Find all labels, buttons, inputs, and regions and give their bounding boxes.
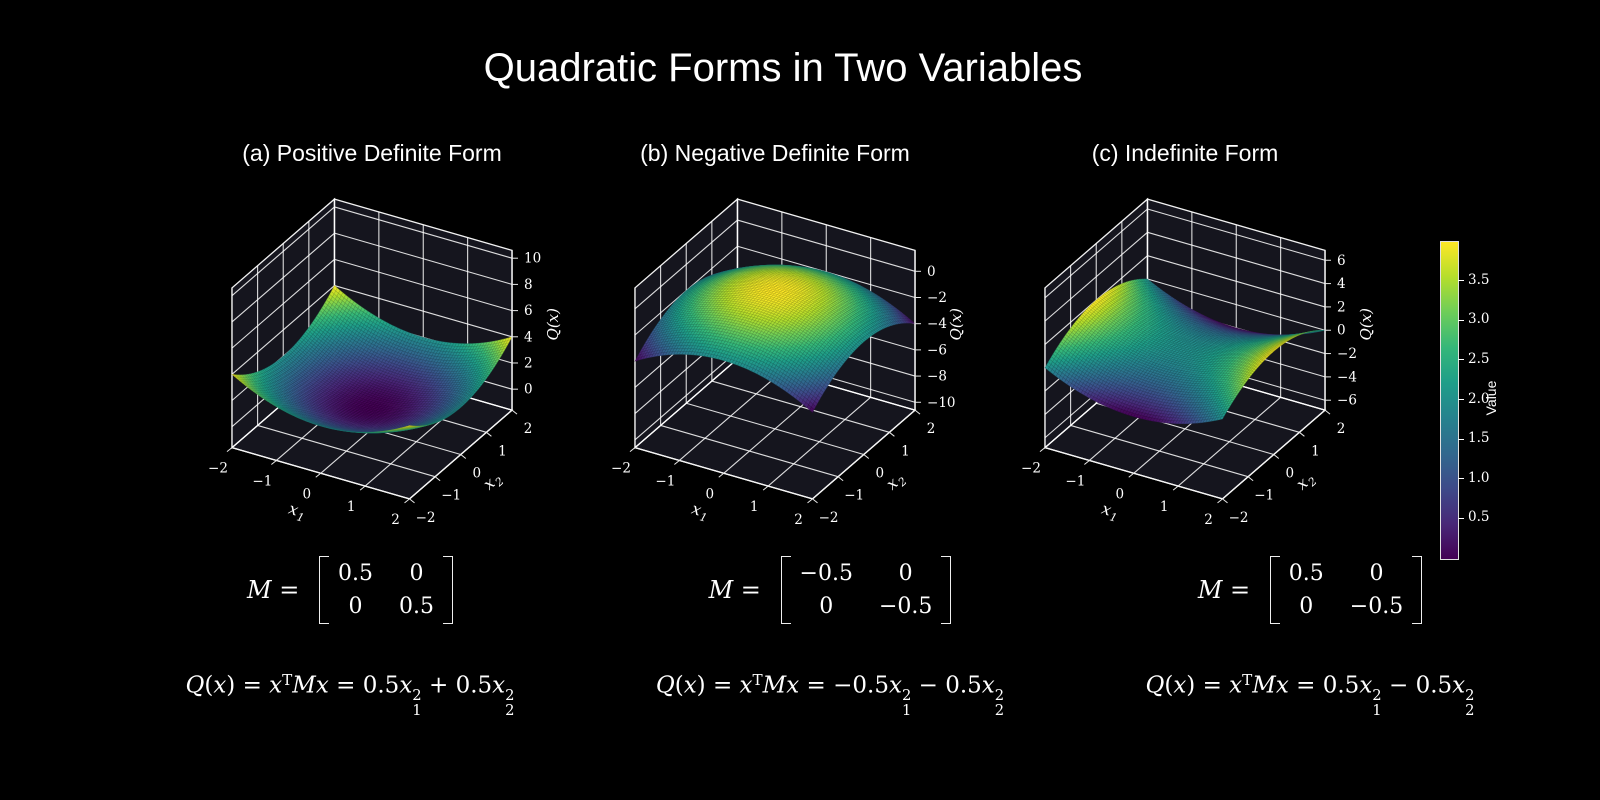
matrix-cell: 0 [819,594,834,619]
surface-plot-positive-definite [152,155,592,575]
matrix-c: M = 0.5 0 0 −0.5 [1080,556,1540,624]
matrix-b-left-bracket [780,556,791,624]
matrix-cell: −0.5 [799,561,853,586]
matrix-cell: 0 [409,561,424,586]
matrix-a-right-bracket [442,556,453,624]
matrix-a-left-bracket [318,556,329,624]
colorbar-tick [1458,319,1464,321]
surface-plot-indefinite [965,155,1405,575]
math-block-c: M = 0.5 0 0 −0.5 Q(x) = xTMx = 0.5x 2 1 − 0.5… [1080,556,1540,720]
equation-c: Q(x) = xTMx = 0.5x 2 1 − 0.5x 2 2 [1145,671,1475,720]
matrix-cell: 0.5 [398,594,434,619]
matrix-cell: 0.5 [337,561,373,586]
colorbar-label: Value [1483,380,1499,416]
matrix-a-entries: 0.5 0 0 0.5 [329,556,443,624]
matrix-cell: −0.5 [1349,594,1404,619]
colorbar-gradient [1440,241,1459,560]
colorbar-tick [1458,517,1464,519]
matrix-c-entries: 0.5 0 0 −0.5 [1280,556,1412,624]
subplot-c: (c) Indefinite Form [965,138,1405,588]
matrix-b-label: M = [708,576,769,604]
colorbar-tick-label: 3.0 [1468,311,1490,328]
colorbar-tick-label: 2.0 [1468,390,1490,407]
colorbar-tick [1458,280,1464,282]
math-block-b: M = −0.5 0 0 −0.5 Q(x) = xTMx = −0.5x 2 1 − 0… [600,556,1060,720]
equation-b: Q(x) = xTMx = −0.5x 2 1 − 0.5x 2 2 [655,671,1005,720]
colorbar-tick [1458,478,1464,480]
matrix-cell: 0 [1369,561,1384,586]
matrix-a: M = 0.5 0 0 0.5 [120,556,580,624]
figure-title: Quadratic Forms in Two Variables [483,46,1083,90]
surface-plot-negative-definite [555,155,995,575]
subplot-a: (a) Positive Definite Form [152,138,592,588]
matrix-a-label: M = [247,576,307,604]
matrix-cell: −0.5 [878,594,933,619]
colorbar-tick [1458,438,1464,440]
matrix-cell: 0 [898,561,913,586]
colorbar-tick-label: 0.5 [1468,509,1490,526]
colorbar-tick-label: 1.0 [1468,469,1490,486]
matrix-cell: 0.5 [1288,561,1324,586]
matrix-cell: 0 [348,594,363,619]
matrix-cell: 0 [1299,594,1314,619]
math-block-a: M = 0.5 0 0 0.5 Q(x) = xTMx = 0.5x 2 1 + 0.5x… [120,556,580,720]
colorbar-tick [1458,399,1464,400]
colorbar-tick [1458,359,1464,361]
matrix-c-right-bracket [1412,556,1423,624]
colorbar-tick-label: 3.5 [1468,271,1490,288]
colorbar-tick-label: 1.5 [1468,430,1490,447]
colorbar-tick-label: 2.5 [1468,350,1490,367]
matrix-c-left-bracket [1269,556,1280,624]
equation-a: Q(x) = xTMx = 0.5x 2 1 + 0.5x 2 2 [185,671,515,720]
subplot-b: (b) Negative Definite Form [555,138,995,588]
matrix-b-entries: −0.5 0 0 −0.5 [791,556,942,624]
matrix-b-right-bracket [941,556,952,624]
matrix-c-label: M = [1197,576,1258,604]
matrix-b: M = −0.5 0 0 −0.5 [600,556,1060,624]
